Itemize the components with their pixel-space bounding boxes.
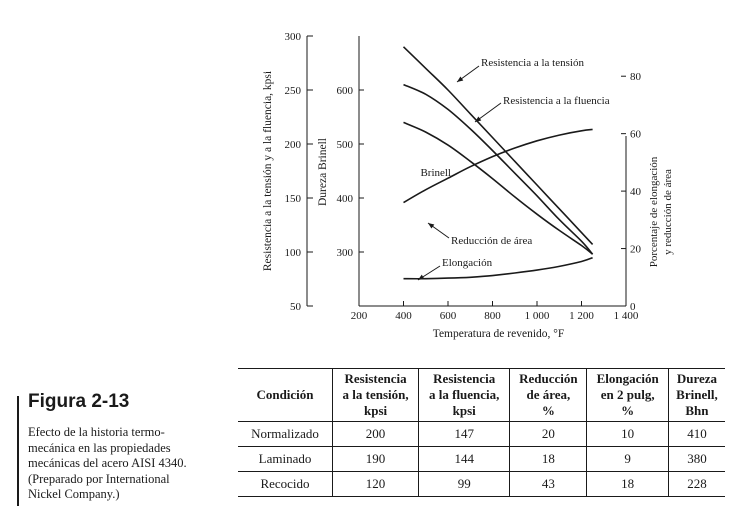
table-cell: 200 bbox=[331, 421, 419, 447]
x-tick-label: 1 000 bbox=[525, 310, 550, 322]
x-tick-label: 1 200 bbox=[569, 310, 594, 322]
hardness-tick-label: 400 bbox=[337, 193, 354, 205]
percent-tick-label: 60 bbox=[630, 129, 642, 141]
percent-tick-label: 0 bbox=[630, 301, 636, 313]
table-cell: 43 bbox=[509, 471, 587, 497]
strength-tick-label: 250 bbox=[285, 85, 302, 97]
table-cell: 380 bbox=[667, 446, 725, 472]
table-cell: 10 bbox=[586, 421, 669, 447]
chart-labels: Resistencia a la tensión Resistencia a la… bbox=[417, 57, 610, 281]
chart-series bbox=[402, 46, 594, 280]
strength-tick-label: 100 bbox=[285, 247, 302, 259]
label-arrowhead bbox=[475, 116, 482, 122]
strength-tick-label: 150 bbox=[285, 193, 302, 205]
x-tick-label: 1 400 bbox=[614, 310, 639, 322]
caption-line: Efecto de la historia termo- bbox=[28, 425, 165, 439]
table-cell: 99 bbox=[418, 471, 510, 497]
table-cell: 190 bbox=[331, 446, 419, 472]
x-tick-label: 400 bbox=[395, 310, 412, 322]
percent-tick-label: 40 bbox=[630, 186, 642, 198]
header-elongacion: Elongación en 2 pulg,% bbox=[586, 368, 669, 422]
x-tick-label: 800 bbox=[484, 310, 501, 322]
table-cell: 18 bbox=[586, 471, 669, 497]
series-line bbox=[403, 256, 593, 280]
label-arrowhead bbox=[457, 76, 464, 82]
series-label: Reducción de área bbox=[451, 235, 532, 247]
percent-tick-label: 20 bbox=[630, 244, 642, 256]
figure-caption: Efecto de la historia termo- mecánica en… bbox=[28, 425, 218, 503]
table-cell: 20 bbox=[509, 421, 587, 447]
hardness-tick-label: 500 bbox=[337, 139, 354, 151]
header-dureza: Dureza Brinell, Bhn bbox=[667, 368, 725, 422]
strength-axis-title: Resistencia a la tensión y a la fluencia… bbox=[262, 71, 274, 271]
table-cell: Recocido bbox=[238, 471, 333, 497]
series-line bbox=[403, 128, 593, 204]
table-cell: Normalizado bbox=[251, 426, 319, 441]
label-arrowhead bbox=[418, 274, 425, 280]
strength-tick-label: 50 bbox=[290, 301, 302, 313]
x-tick-label: 200 bbox=[351, 310, 368, 322]
x-tick-label: 600 bbox=[440, 310, 457, 322]
table-cell: 228 bbox=[667, 471, 725, 497]
table-cell: 144 bbox=[418, 446, 510, 472]
x-axis-title: Temperatura de revenido, °F bbox=[433, 328, 565, 340]
table-cell: 410 bbox=[667, 421, 725, 447]
caption-line: (Preparado por International bbox=[28, 471, 170, 486]
table-cell: 120 bbox=[331, 471, 419, 497]
header-condicion: Condición bbox=[238, 368, 333, 422]
table-row: Laminado 190 144 18 9 380 bbox=[238, 446, 725, 472]
series-label: Brinell bbox=[420, 167, 451, 179]
table-cell: 18 bbox=[509, 446, 587, 472]
series-label: Resistencia a la tensión bbox=[481, 57, 584, 69]
caption-line: Nickel Company.) bbox=[28, 487, 120, 501]
hardness-axis-title: Dureza Brinell bbox=[317, 138, 329, 206]
percent-axis-title: Porcentaje de elongación bbox=[648, 156, 660, 267]
series-label: Resistencia a la fluencia bbox=[503, 95, 610, 107]
header-fluencia: Resistencia a la fluencia, kpsi bbox=[418, 368, 510, 422]
series-label: Elongación bbox=[442, 257, 493, 269]
table-row: Recocido 120 99 43 18 228 bbox=[238, 471, 725, 497]
caption-line: mecánica en las propiedades bbox=[28, 440, 171, 455]
series-line bbox=[403, 121, 594, 255]
figure-title: Figura 2-13 bbox=[28, 391, 130, 412]
strength-tick-label: 300 bbox=[285, 31, 302, 43]
hardness-tick-label: 300 bbox=[337, 247, 354, 259]
properties-table: Condición Resistencia a la tensión, kpsi R… bbox=[238, 368, 725, 497]
header-reduccion: Reducción de área,% bbox=[509, 368, 587, 422]
percent-tick-label: 80 bbox=[630, 71, 642, 83]
label-arrowhead bbox=[428, 223, 435, 229]
table-cell: Laminado bbox=[238, 446, 333, 472]
percent-axis-title: y reducción de área bbox=[662, 169, 674, 255]
series-line bbox=[403, 83, 594, 255]
table-cell: 9 bbox=[586, 446, 669, 472]
caption-line: mecánicas del acero AISI 4340. bbox=[28, 456, 187, 470]
table-cell: 147 bbox=[418, 421, 510, 447]
hardness-tick-label: 600 bbox=[337, 85, 354, 97]
table-header-row: Condición Resistencia a la tensión, kpsi R… bbox=[238, 368, 725, 422]
series-line bbox=[402, 46, 594, 245]
strength-tick-label: 200 bbox=[285, 139, 302, 151]
figure-accent-bar bbox=[17, 396, 19, 506]
header-tension: Resistencia a la tensión, kpsi bbox=[331, 368, 419, 422]
table-row: Normalizado 200 147 20 10 410 bbox=[238, 421, 725, 447]
